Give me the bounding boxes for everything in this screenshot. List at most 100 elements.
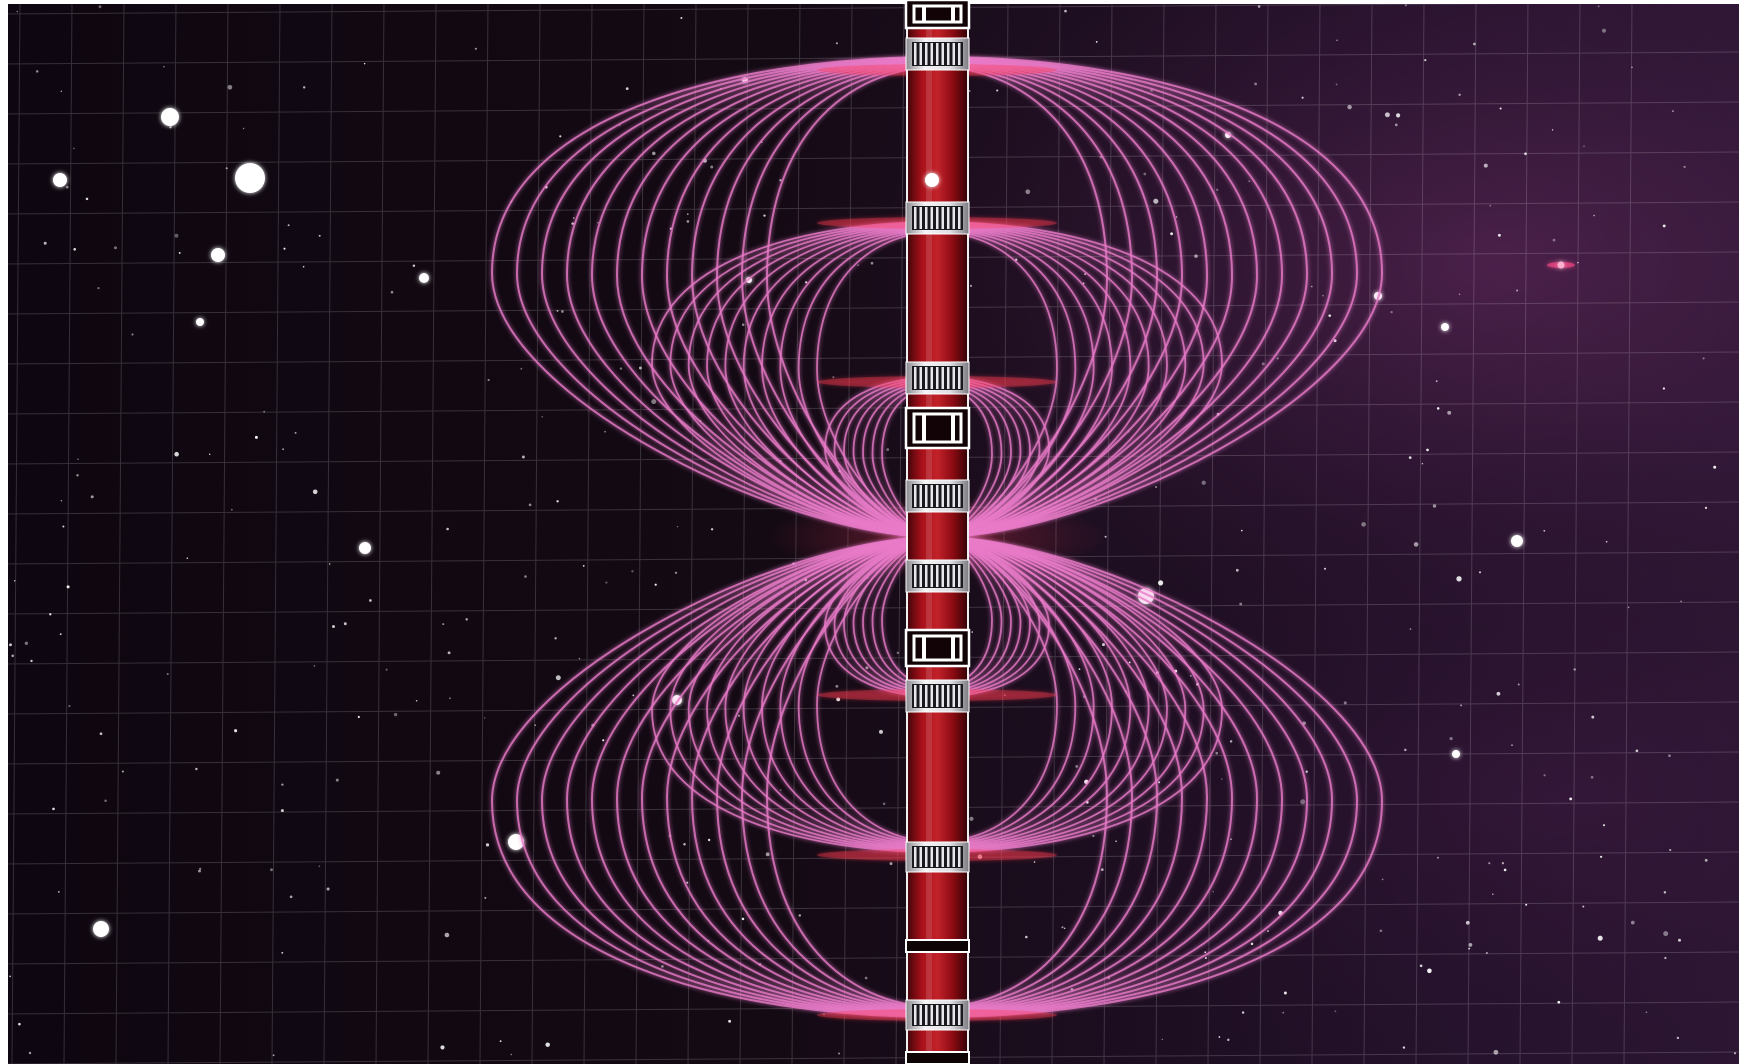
- grid-line: [271, 0, 281, 1064]
- grid-line: [0, 451, 1739, 465]
- grid-line: [0, 251, 1739, 265]
- star: [1404, 4, 1407, 7]
- star: [178, 251, 181, 254]
- star: [449, 697, 451, 700]
- grid-line: [635, 0, 645, 1064]
- star: [1702, 357, 1705, 360]
- star: [369, 599, 372, 602]
- star: [1413, 542, 1419, 547]
- star: [1161, 1038, 1164, 1041]
- star: [1170, 232, 1173, 236]
- star: [1248, 180, 1251, 183]
- star: [99, 732, 103, 736]
- star: [1485, 951, 1489, 955]
- star: [1436, 407, 1440, 410]
- star: [605, 581, 608, 584]
- star: [763, 214, 766, 217]
- star: [1668, 754, 1671, 758]
- bright-star: [419, 273, 429, 283]
- pink-star: [1547, 261, 1575, 269]
- grid-line: [1311, 0, 1321, 1064]
- star: [1204, 957, 1207, 959]
- star: [1635, 749, 1639, 753]
- star: [385, 668, 388, 671]
- star: [1664, 956, 1667, 960]
- star: [896, 651, 900, 655]
- star: [1517, 683, 1520, 686]
- rod-band: [905, 559, 970, 593]
- star: [554, 637, 557, 640]
- star: [741, 917, 745, 921]
- grid-line: [0, 751, 1739, 765]
- star: [1061, 926, 1064, 929]
- star: [652, 151, 656, 156]
- star: [886, 448, 890, 452]
- star: [864, 976, 868, 980]
- star: [1092, 834, 1095, 838]
- star: [1336, 39, 1338, 42]
- star: [1597, 5, 1600, 8]
- star: [282, 448, 285, 451]
- star: [1704, 506, 1708, 510]
- star: [442, 623, 445, 626]
- star: [1577, 261, 1579, 264]
- star: [1483, 163, 1488, 168]
- star: [121, 770, 124, 773]
- star: [1447, 410, 1452, 415]
- star: [114, 246, 117, 250]
- grid-line: [0, 951, 1739, 965]
- star: [1421, 462, 1424, 465]
- star: [174, 233, 179, 238]
- star: [415, 700, 418, 702]
- star: [199, 867, 202, 870]
- rod-outline-left: [906, 0, 908, 1064]
- star: [1496, 691, 1501, 696]
- grid-line: [739, 0, 749, 1064]
- star: [1733, 1052, 1737, 1055]
- rod-band: [905, 361, 970, 395]
- star: [882, 802, 886, 806]
- grid-line: [1623, 0, 1633, 1064]
- star: [838, 1052, 841, 1055]
- grid-line: [0, 51, 1739, 65]
- star: [597, 221, 599, 224]
- star: [62, 525, 65, 528]
- star: [1128, 661, 1131, 664]
- star: [1102, 643, 1105, 647]
- star: [1282, 1011, 1285, 1014]
- bright-star: [211, 248, 225, 262]
- star: [1276, 357, 1279, 360]
- star: [1501, 862, 1505, 865]
- star: [77, 458, 79, 460]
- star: [1516, 289, 1519, 292]
- star: [446, 527, 449, 531]
- star: [1409, 628, 1412, 630]
- star: [343, 622, 347, 626]
- star: [242, 127, 245, 130]
- grid-line: [0, 301, 1739, 315]
- star: [1402, 1046, 1406, 1049]
- star: [186, 557, 189, 559]
- star: [52, 807, 55, 811]
- star: [1063, 927, 1066, 930]
- star: [1704, 858, 1708, 862]
- star: [710, 165, 714, 169]
- grid-line: [0, 801, 1739, 815]
- star: [302, 265, 305, 268]
- star: [1669, 848, 1672, 852]
- star: [1663, 931, 1669, 937]
- star: [631, 570, 634, 573]
- bright-star: [508, 834, 524, 850]
- grid-line: [219, 0, 229, 1064]
- star: [1488, 862, 1491, 865]
- star: [1680, 600, 1683, 603]
- star: [1499, 107, 1502, 110]
- star: [231, 509, 233, 511]
- star: [1033, 861, 1036, 863]
- star: [1084, 273, 1087, 276]
- star: [1468, 943, 1473, 947]
- star: [1468, 947, 1471, 950]
- star: [1479, 571, 1481, 574]
- star: [602, 739, 605, 742]
